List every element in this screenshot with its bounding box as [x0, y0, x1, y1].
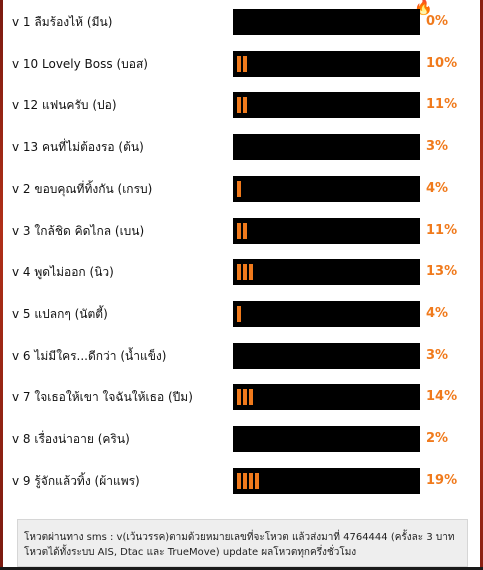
poll-option-label: v 13 คนที่ไม่ต้องรอ (ต้น)	[12, 140, 144, 154]
poll-bar-tick	[237, 181, 241, 197]
poll-row: v 8 เรื่องน่าอาย (คริน) 2%	[0, 426, 483, 456]
page-right-edge	[480, 0, 483, 570]
poll-bar-fill	[237, 389, 253, 405]
poll-percent: 13%	[426, 264, 458, 279]
poll-row: v 13 คนที่ไม่ต้องรอ (ต้น) 3%	[0, 134, 483, 164]
poll-percent: 10%	[426, 56, 458, 71]
poll-percent: 11%	[426, 97, 458, 112]
poll-bar-tick	[237, 306, 241, 322]
poll-percent: 4%	[426, 181, 449, 196]
poll-percent: 14%	[426, 389, 458, 404]
poll-row: v 6 ไม่มีใคร...ดีกว่า (น้ำแข็ง) 3%	[0, 343, 483, 373]
poll-bar-tick	[243, 56, 247, 72]
poll-row: v 1 ลืมร้องไห้ (มีน) 0%	[0, 9, 483, 39]
poll-bar-tick	[237, 97, 241, 113]
poll-bar-fill	[237, 56, 247, 72]
poll-option-label: v 9 รู้จักแล้วทิ้ง (ผ้าแพร)	[12, 474, 140, 488]
poll-option-label: v 6 ไม่มีใคร...ดีกว่า (น้ำแข็ง)	[12, 349, 167, 363]
poll-bar	[233, 176, 420, 202]
poll-percent: 3%	[426, 139, 449, 154]
poll-bar-fill	[237, 264, 253, 280]
poll-percent: 3%	[426, 348, 449, 363]
poll-bar	[233, 468, 420, 494]
poll-bar-fill	[237, 306, 241, 322]
poll-bar-tick	[249, 264, 253, 280]
poll-bar-tick	[243, 473, 247, 489]
poll-option-label: v 1 ลืมร้องไห้ (มีน)	[12, 15, 113, 29]
poll-bar-tick	[237, 473, 241, 489]
poll-row: v 3 ใกล้ชิด คิดไกล (เบน) 11%	[0, 218, 483, 248]
poll-option-label: v 3 ใกล้ชิด คิดไกล (เบน)	[12, 224, 145, 238]
poll-bar-fill	[237, 181, 241, 197]
poll-bar-fill	[237, 223, 247, 239]
poll-bar-tick	[243, 223, 247, 239]
poll-bar-tick	[237, 223, 241, 239]
page-bottom-edge	[0, 567, 483, 570]
sms-vote-note-line1: โหวตผ่านทาง sms : v(เว้นวรรค)ตามด้วยหมาย…	[24, 532, 455, 543]
poll-row: v 7 ใจเธอให้เขา ใจฉันให้เธอ (ปีม) 14%	[0, 384, 483, 414]
poll-option-label: v 4 พูดไม่ออก (นิว)	[12, 265, 114, 279]
page-left-edge	[0, 0, 3, 570]
poll-bar-tick	[237, 389, 241, 405]
poll-bar-tick	[237, 264, 241, 280]
poll-option-label: v 12 แฟนครับ (ปอ)	[12, 98, 117, 112]
poll-row: v 10 Lovely Boss (บอส) 10%	[0, 51, 483, 81]
poll-bar	[233, 426, 420, 452]
poll-bar-tick	[249, 473, 253, 489]
poll-percent: 19%	[426, 473, 458, 488]
poll-row: v 9 รู้จักแล้วทิ้ง (ผ้าแพร) 19%	[0, 468, 483, 498]
poll-option-label: v 8 เรื่องน่าอาย (คริน)	[12, 432, 130, 446]
sms-vote-note-line2: โหวตได้ทั้งระบบ AIS, Dtac และ TrueMove) …	[24, 547, 357, 558]
poll-percent: 2%	[426, 431, 449, 446]
poll-row: v 12 แฟนครับ (ปอ) 11%	[0, 92, 483, 122]
poll-row: v 2 ขอบคุณที่ทิ้งกัน (เกรบ) 4%	[0, 176, 483, 206]
poll-row: v 5 แปลกๆ (นัตตี้) 4%	[0, 301, 483, 331]
poll-bar-fill	[237, 473, 259, 489]
poll-bar	[233, 301, 420, 327]
poll-option-label: v 10 Lovely Boss (บอส)	[12, 57, 148, 71]
poll-bar-tick	[243, 264, 247, 280]
poll-bar	[233, 51, 420, 77]
poll-bar	[233, 9, 420, 35]
poll-bar	[233, 92, 420, 118]
poll-bar	[233, 134, 420, 160]
sms-vote-note: โหวตผ่านทาง sms : v(เว้นวรรค)ตามด้วยหมาย…	[17, 519, 468, 567]
poll-percent: 4%	[426, 306, 449, 321]
poll-percent: 0%	[426, 14, 449, 29]
poll-row: v 4 พูดไม่ออก (นิว) 13%	[0, 259, 483, 289]
poll-bar	[233, 343, 420, 369]
poll-option-label: v 5 แปลกๆ (นัตตี้)	[12, 307, 108, 321]
poll-option-label: v 2 ขอบคุณที่ทิ้งกัน (เกรบ)	[12, 182, 153, 196]
poll-bar	[233, 384, 420, 410]
poll-bar-tick	[255, 473, 259, 489]
poll-option-label: v 7 ใจเธอให้เขา ใจฉันให้เธอ (ปีม)	[12, 390, 193, 404]
poll-bar-tick	[249, 389, 253, 405]
poll-bar-fill	[237, 97, 247, 113]
poll-percent: 11%	[426, 223, 458, 238]
poll-bar-tick	[243, 97, 247, 113]
poll-bar	[233, 218, 420, 244]
poll-bar	[233, 259, 420, 285]
poll-bar-tick	[243, 389, 247, 405]
poll-bar-tick	[237, 56, 241, 72]
